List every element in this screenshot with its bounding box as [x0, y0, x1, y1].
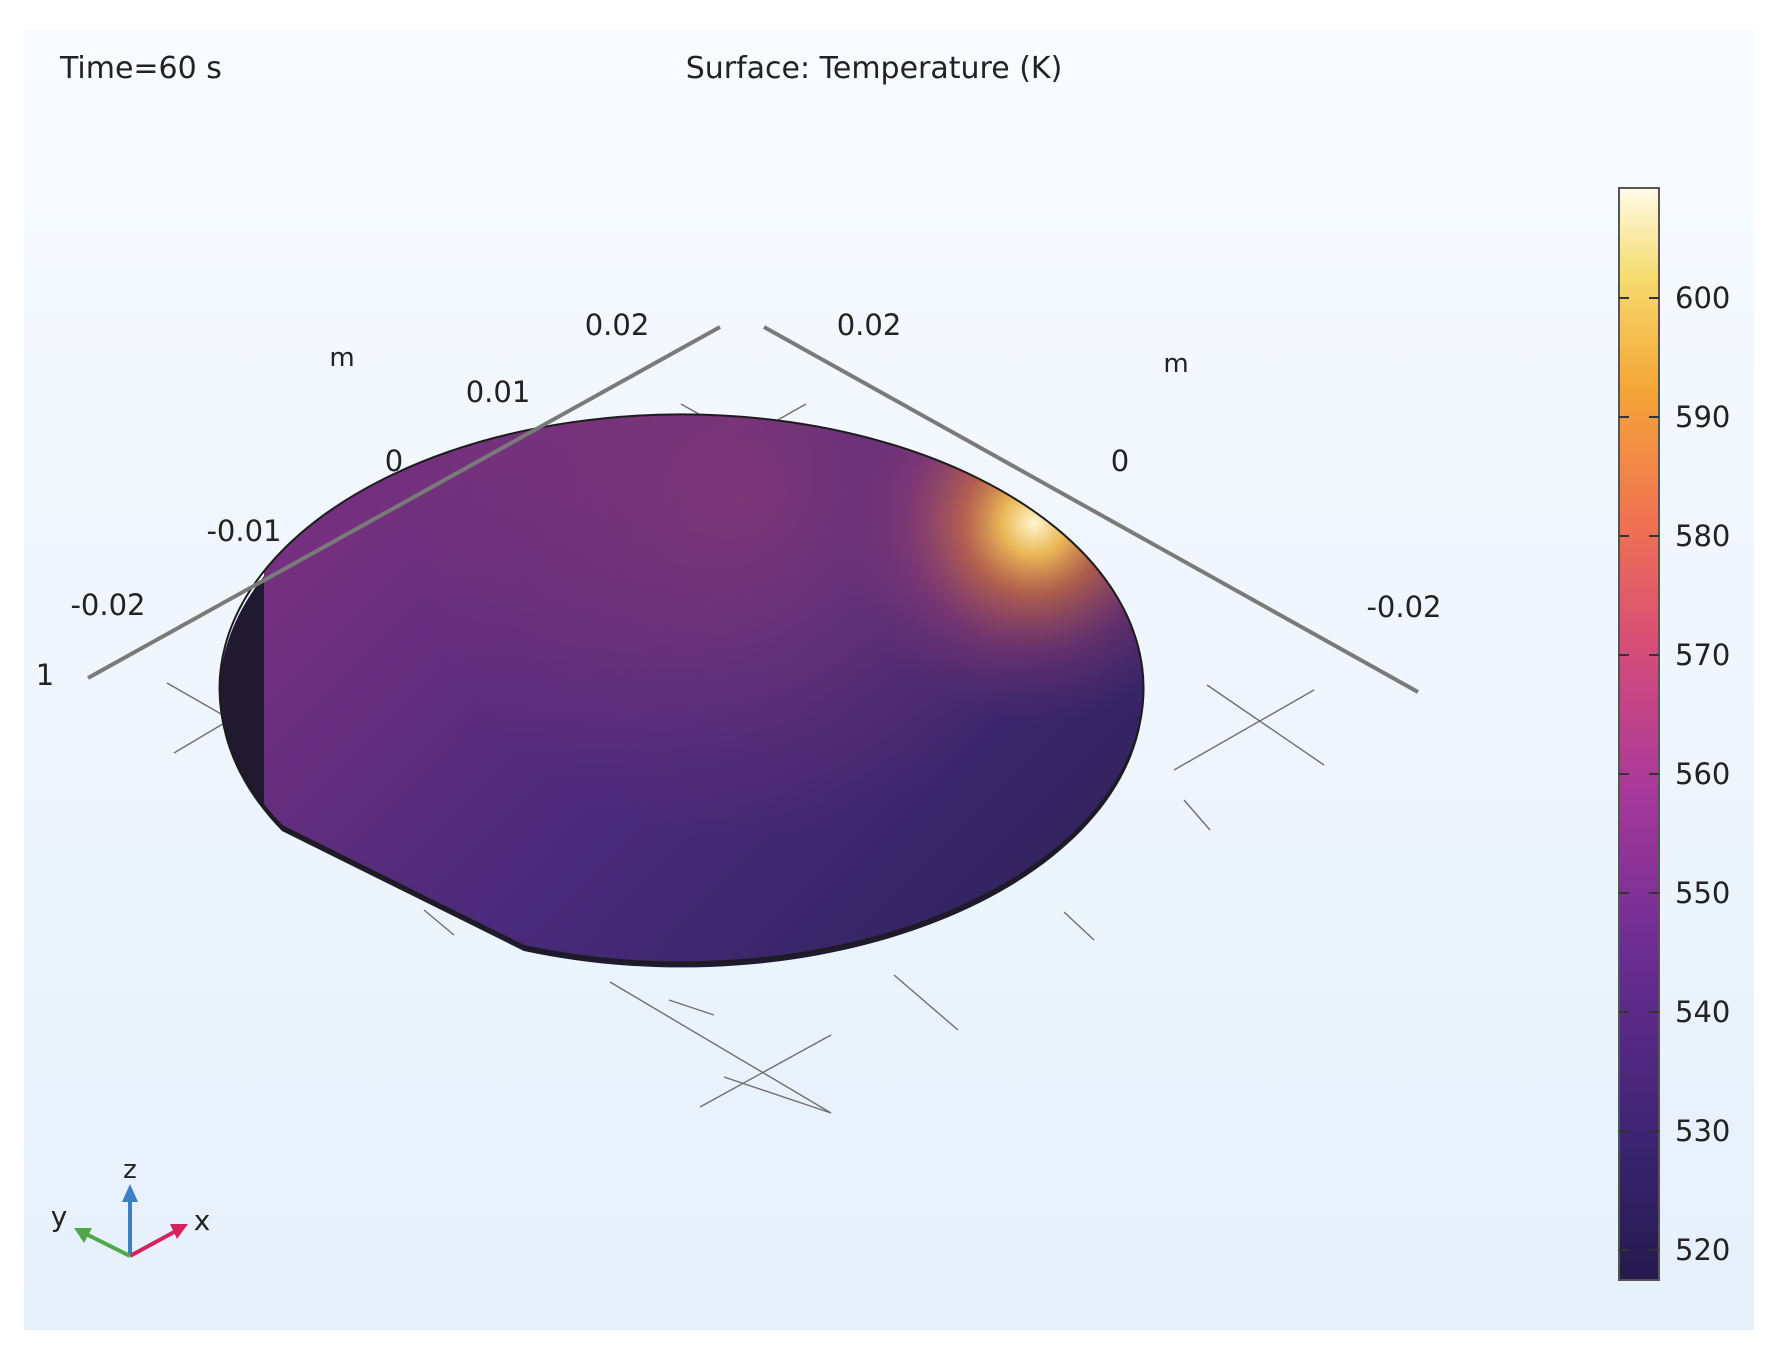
- ground-grid-front: [423, 909, 715, 1016]
- colorbar: 600 590 580 570 560 550 540 530 520: [1618, 187, 1730, 1281]
- colorbar-gradient: [1618, 187, 1660, 1281]
- left-axis-unit: m: [329, 343, 354, 373]
- right-axis-tick: -0.02: [1366, 590, 1441, 624]
- temperature-surface: [264, 414, 1144, 963]
- triad-y-axis: [85, 1232, 131, 1258]
- triad-y-arrow-icon: [74, 1228, 92, 1243]
- right-axis-unit: m: [1163, 349, 1188, 379]
- left-axis-tick: -0.01: [206, 514, 281, 548]
- colorbar-tick-label: 580: [1675, 519, 1730, 553]
- left-axis-tick: 0: [385, 444, 403, 478]
- temperature-surface-plot: Time=60 s Surface: Temperature (K) m 0.0…: [36, 51, 1730, 1281]
- triad-y-label: y: [51, 1200, 68, 1233]
- right-axis-line: [763, 325, 1419, 694]
- colorbar-tick-label: 570: [1675, 638, 1730, 672]
- triad-x-axis: [129, 1229, 177, 1258]
- triad-x-arrow-icon: [170, 1224, 188, 1239]
- axis-triad: z x y: [51, 1155, 211, 1258]
- plot-title: Surface: Temperature (K): [686, 51, 1063, 86]
- colorbar-tick-label: 530: [1675, 1114, 1730, 1148]
- colorbar-tick-label: 540: [1675, 995, 1730, 1029]
- colorbar-tick-label: 520: [1675, 1233, 1730, 1267]
- left-axis-tick: -0.02: [70, 588, 145, 622]
- triad-z-arrow-icon: [122, 1184, 138, 1202]
- triad-x-label: x: [194, 1204, 211, 1237]
- colorbar-tick-label: 600: [1675, 281, 1730, 315]
- triad-z-label: z: [123, 1155, 137, 1185]
- left-axis-end-label: 1: [36, 658, 54, 692]
- colorbar-tick-label: 550: [1675, 876, 1730, 910]
- left-axis-line: [87, 325, 721, 680]
- left-axis-tick: 0.02: [585, 308, 650, 342]
- colorbar-tick-label: 590: [1675, 400, 1730, 434]
- time-label: Time=60 s: [59, 51, 222, 86]
- right-axis-tick: 0.02: [837, 308, 902, 342]
- graphics-viewport[interactable]: Time=60 s Surface: Temperature (K) m 0.0…: [24, 30, 1754, 1330]
- left-axis-tick: 0.01: [466, 375, 531, 409]
- colorbar-tick-label: 560: [1675, 757, 1730, 791]
- right-axis-tick: 0: [1111, 444, 1129, 478]
